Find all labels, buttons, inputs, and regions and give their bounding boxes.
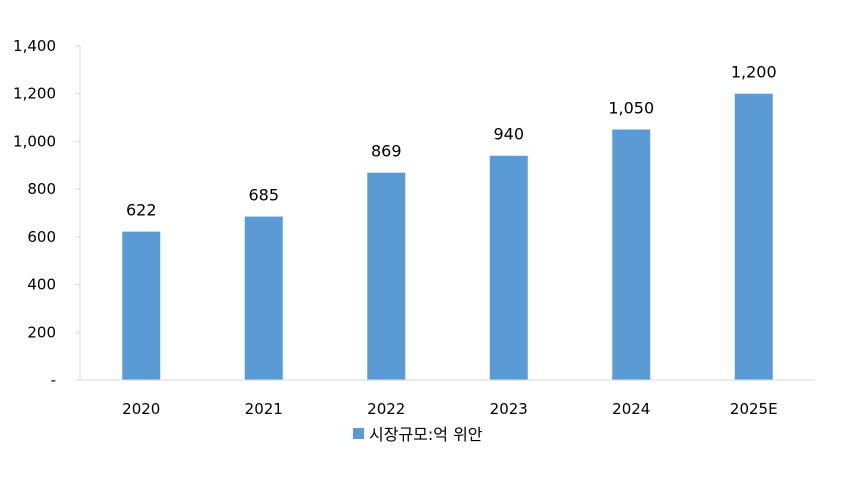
x-tick-label-2022: 2022: [367, 400, 405, 418]
data-label-2024: 1,050: [608, 99, 654, 118]
bar-2023: [489, 155, 528, 380]
data-label-2022: 869: [371, 142, 402, 161]
y-axis: - 200 400 600 800 1,000 1,200 1,400: [13, 37, 81, 389]
x-tick-label-2023: 2023: [490, 400, 528, 418]
y-tick-label: 200: [27, 323, 56, 341]
legend-label: 시장규모:억 위안: [369, 425, 483, 444]
y-tick-label: 800: [27, 180, 56, 198]
data-label-2020: 622: [126, 201, 157, 220]
bar-2021: [244, 216, 283, 380]
bar-2024: [612, 129, 651, 380]
y-tick-label: 400: [27, 276, 56, 294]
bars: [122, 93, 773, 380]
y-tick-label: 600: [27, 228, 56, 246]
x-tick-label-2020: 2020: [122, 400, 160, 418]
x-axis: 2020 2021 2022 2023 2024 2025E: [80, 379, 815, 418]
x-tick-label-2024: 2024: [612, 400, 650, 418]
bar-2020: [122, 231, 161, 380]
data-label-2023: 940: [493, 125, 524, 144]
data-labels: 622 685 869 940 1,050 1,200: [126, 63, 777, 220]
data-label-2025E: 1,200: [731, 63, 777, 82]
data-label-2021: 685: [248, 186, 279, 205]
y-tick-label: 1,400: [13, 37, 56, 55]
x-tick-label-2021: 2021: [245, 400, 283, 418]
x-tick-label-2025E: 2025E: [730, 400, 778, 418]
bar-2022: [367, 172, 406, 380]
y-tick-label: -: [51, 371, 56, 389]
legend: 시장규모:억 위안: [353, 421, 483, 445]
y-tick-label: 1,200: [13, 85, 56, 103]
legend-swatch: [353, 427, 364, 439]
y-tick-label: 1,000: [13, 132, 56, 150]
bar-2025E: [734, 93, 773, 380]
